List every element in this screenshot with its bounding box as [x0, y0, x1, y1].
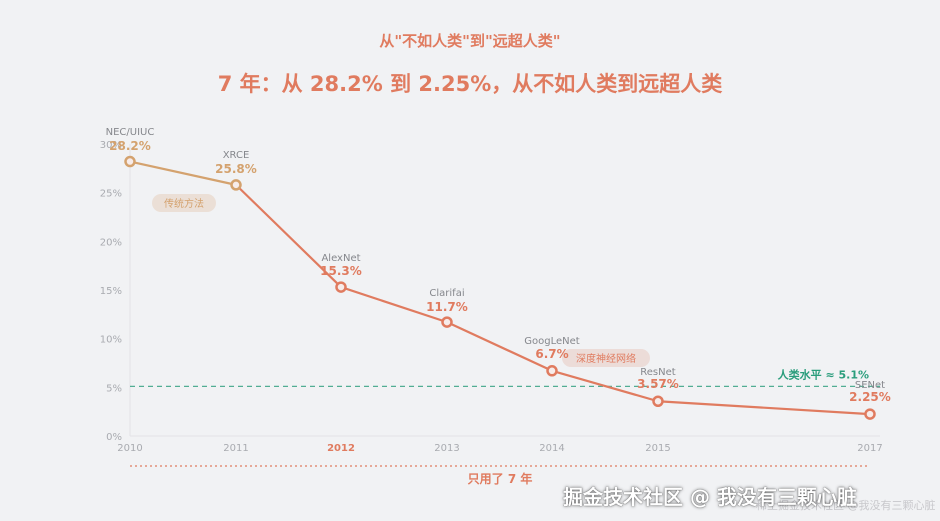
- point-name-label: GoogLeNet: [524, 336, 580, 347]
- x-tick-label: 2010: [117, 443, 142, 454]
- x-tick-label: 2011: [223, 443, 248, 454]
- annotation-pill-deep: [562, 349, 650, 367]
- chart-supertitle: 从"不如人类"到"远超人类": [379, 32, 561, 50]
- point-value-label: 6.7%: [535, 347, 568, 361]
- series-line-segment: [445, 321, 554, 372]
- x-tick-label: 2015: [645, 443, 670, 454]
- annotation-pill-traditional: [152, 194, 216, 212]
- data-point: [652, 395, 664, 408]
- point-name-label: AlexNet: [321, 253, 360, 264]
- series-line-segment: [656, 400, 872, 416]
- watermark-faint: 稀土掘金技术社区 @我没有三颗心脏: [756, 499, 936, 512]
- point-value-label: 3.57%: [637, 377, 679, 391]
- x-tick-label: 2012: [327, 443, 355, 454]
- data-point: [124, 155, 136, 168]
- point-name-label: ResNet: [640, 367, 675, 378]
- series-line-segment: [234, 183, 343, 289]
- data-point: [864, 408, 876, 420]
- point-value-label: 25.8%: [215, 162, 257, 176]
- y-tick-label: 25%: [100, 189, 122, 200]
- series-line-segment: [128, 160, 238, 186]
- data-point: [335, 281, 347, 293]
- annotation-deep: 深度神经网络: [576, 352, 636, 365]
- point-name-label: SENet: [855, 380, 885, 391]
- y-tick-label: 20%: [100, 237, 122, 248]
- data-point: [441, 316, 453, 328]
- y-tick-label: 5%: [106, 383, 122, 394]
- human-level-label: 人类水平 ≈ 5.1%: [778, 367, 869, 381]
- annotation-traditional: 传统方法: [164, 197, 204, 210]
- y-tick-label: 10%: [100, 335, 122, 346]
- watermark: 掘金技术社区 @ 我没有三颗心脏: [563, 485, 857, 509]
- data-point: [546, 365, 558, 377]
- chart-title: 7 年：从 28.2% 到 2.25%，从不如人类到远超人类: [217, 72, 723, 96]
- y-tick-label: 15%: [100, 286, 122, 297]
- x-tick-label: 2017: [857, 443, 882, 454]
- point-name-label: NEC/UIUC: [106, 127, 155, 138]
- x-tick-label: 2014: [539, 443, 564, 454]
- data-point: [230, 179, 242, 191]
- y-tick-label: 30%: [100, 140, 122, 151]
- point-value-label: 11.7%: [426, 300, 468, 314]
- x-tick-label: 2013: [434, 443, 459, 454]
- point-name-label: Clarifai: [429, 288, 464, 299]
- point-value-label: 2.25%: [849, 390, 891, 404]
- y-tick-label: 0%: [106, 432, 122, 443]
- series-line-segment: [339, 285, 449, 324]
- point-name-label: XRCE: [223, 150, 250, 161]
- footer-note: 只用了 7 年: [467, 472, 533, 486]
- point-value-label: 28.2%: [109, 139, 151, 153]
- point-value-label: 15.3%: [320, 264, 362, 278]
- series-line-segment: [550, 369, 660, 403]
